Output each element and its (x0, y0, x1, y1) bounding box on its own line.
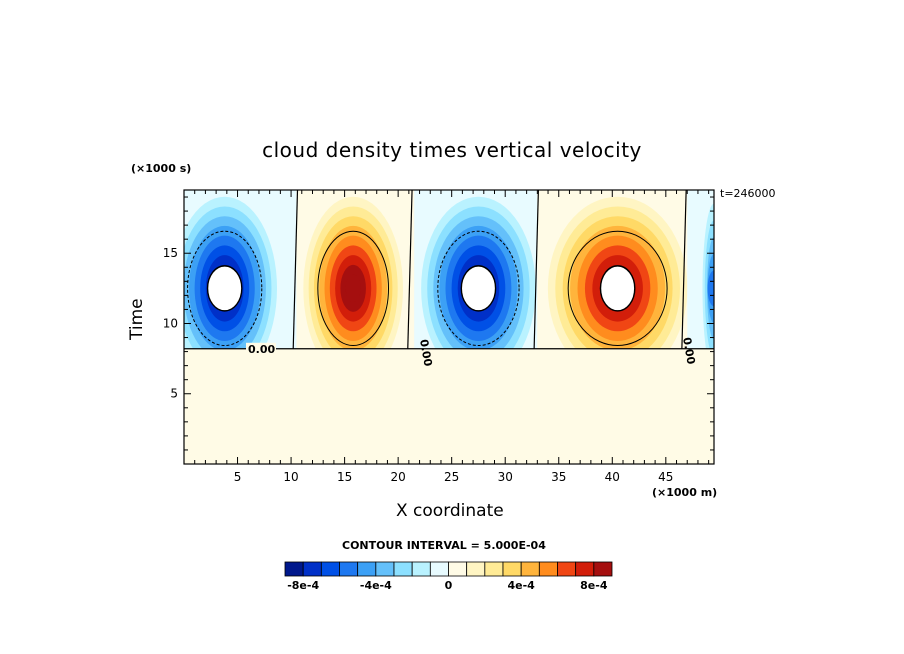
x-tick-label: 35 (551, 470, 566, 484)
x-tick-label: 10 (283, 470, 298, 484)
y-tick-label: 10 (163, 316, 178, 330)
colorbar-swatch (357, 561, 377, 577)
zero-contour-boundary-1 (292, 190, 299, 349)
cell-2-positive (301, 190, 409, 381)
contour-line-cell-3 (437, 230, 520, 347)
colorbar-swatch (466, 561, 486, 577)
colorbar-swatch (448, 561, 468, 577)
y-tick-label: 15 (163, 246, 178, 260)
saturated-core (460, 265, 497, 312)
colorbar: -8e-4 -4e-4 0 4e-4 8e-4 (284, 561, 613, 592)
x-tick-label: 25 (444, 470, 459, 484)
contour-lines: 0.00 0.00 0.00 (184, 190, 714, 368)
contour-line-cell-2 (317, 230, 390, 347)
x-tick-label: 15 (337, 470, 352, 484)
colorbar-tick-label: 4e-4 (507, 579, 535, 592)
cell-3-negative (414, 190, 538, 381)
chart-title: cloud density times vertical velocity (262, 138, 642, 162)
zero-contour-boundary-3 (533, 190, 540, 349)
x-axis-label: X coordinate (396, 501, 504, 521)
zero-contour-boundary-2 (407, 190, 413, 349)
label-mask (246, 342, 276, 355)
contour-field (184, 190, 714, 464)
contour-interval-label: CONTOUR INTERVAL = 5.000E-04 (342, 539, 546, 552)
x-tick-label: 45 (658, 470, 673, 484)
axis-ticks: 5 10 15 20 25 30 35 40 45 5 10 15 (163, 190, 714, 484)
zero-contour-label: 0.00 (680, 336, 698, 365)
colorbar-swatch (538, 561, 558, 577)
cell-4-positive (537, 190, 688, 381)
colorbar-swatch (411, 561, 431, 577)
zero-contour-label: 0.00 (417, 338, 435, 367)
level-9 (345, 274, 361, 303)
colorbar-swatch (484, 561, 504, 577)
colorbar-swatch (575, 561, 595, 577)
colorbar-swatch (375, 561, 395, 577)
saturated-core (599, 265, 636, 312)
colorbar-swatch (339, 561, 359, 577)
plot-frame (183, 189, 715, 465)
colorbar-swatch (593, 561, 613, 577)
y-tick-label: 5 (170, 387, 178, 401)
colorbar-swatch (502, 561, 522, 577)
colorbar-swatch (557, 561, 577, 577)
saturated-core (206, 265, 243, 312)
cell-1-negative (184, 190, 297, 380)
colorbar-swatch (284, 561, 304, 577)
zero-contour-boundary-4 (681, 190, 687, 349)
zero-contour-label: 0.00 (248, 343, 275, 356)
colorbar-tick-label: 8e-4 (580, 579, 608, 592)
x-tick-label: 5 (234, 470, 242, 484)
colorbar-swatch (520, 561, 540, 577)
x-tick-label: 40 (605, 470, 620, 484)
quiescent-region (184, 348, 714, 464)
colorbar-swatch (429, 561, 449, 577)
y-axis-unit: (×1000 s) (131, 162, 192, 175)
colorbar-tick-label: 0 (445, 579, 453, 592)
contour-line-cell-4 (567, 230, 668, 347)
colorbar-swatch (393, 561, 413, 577)
colorbar-swatch (302, 561, 322, 577)
x-axis-unit: (×1000 m) (652, 486, 718, 499)
x-tick-label: 30 (498, 470, 513, 484)
colorbar-tick-label: -4e-4 (360, 579, 392, 592)
colorbar-tick-label: -8e-4 (287, 579, 319, 592)
colorbar-swatch (320, 561, 340, 577)
contour-line-cell-1 (187, 230, 263, 347)
cell-5-negative (687, 190, 714, 374)
x-tick-label: 20 (391, 470, 406, 484)
level-5 (707, 270, 714, 307)
time-stamp: t=246000 (720, 187, 776, 200)
